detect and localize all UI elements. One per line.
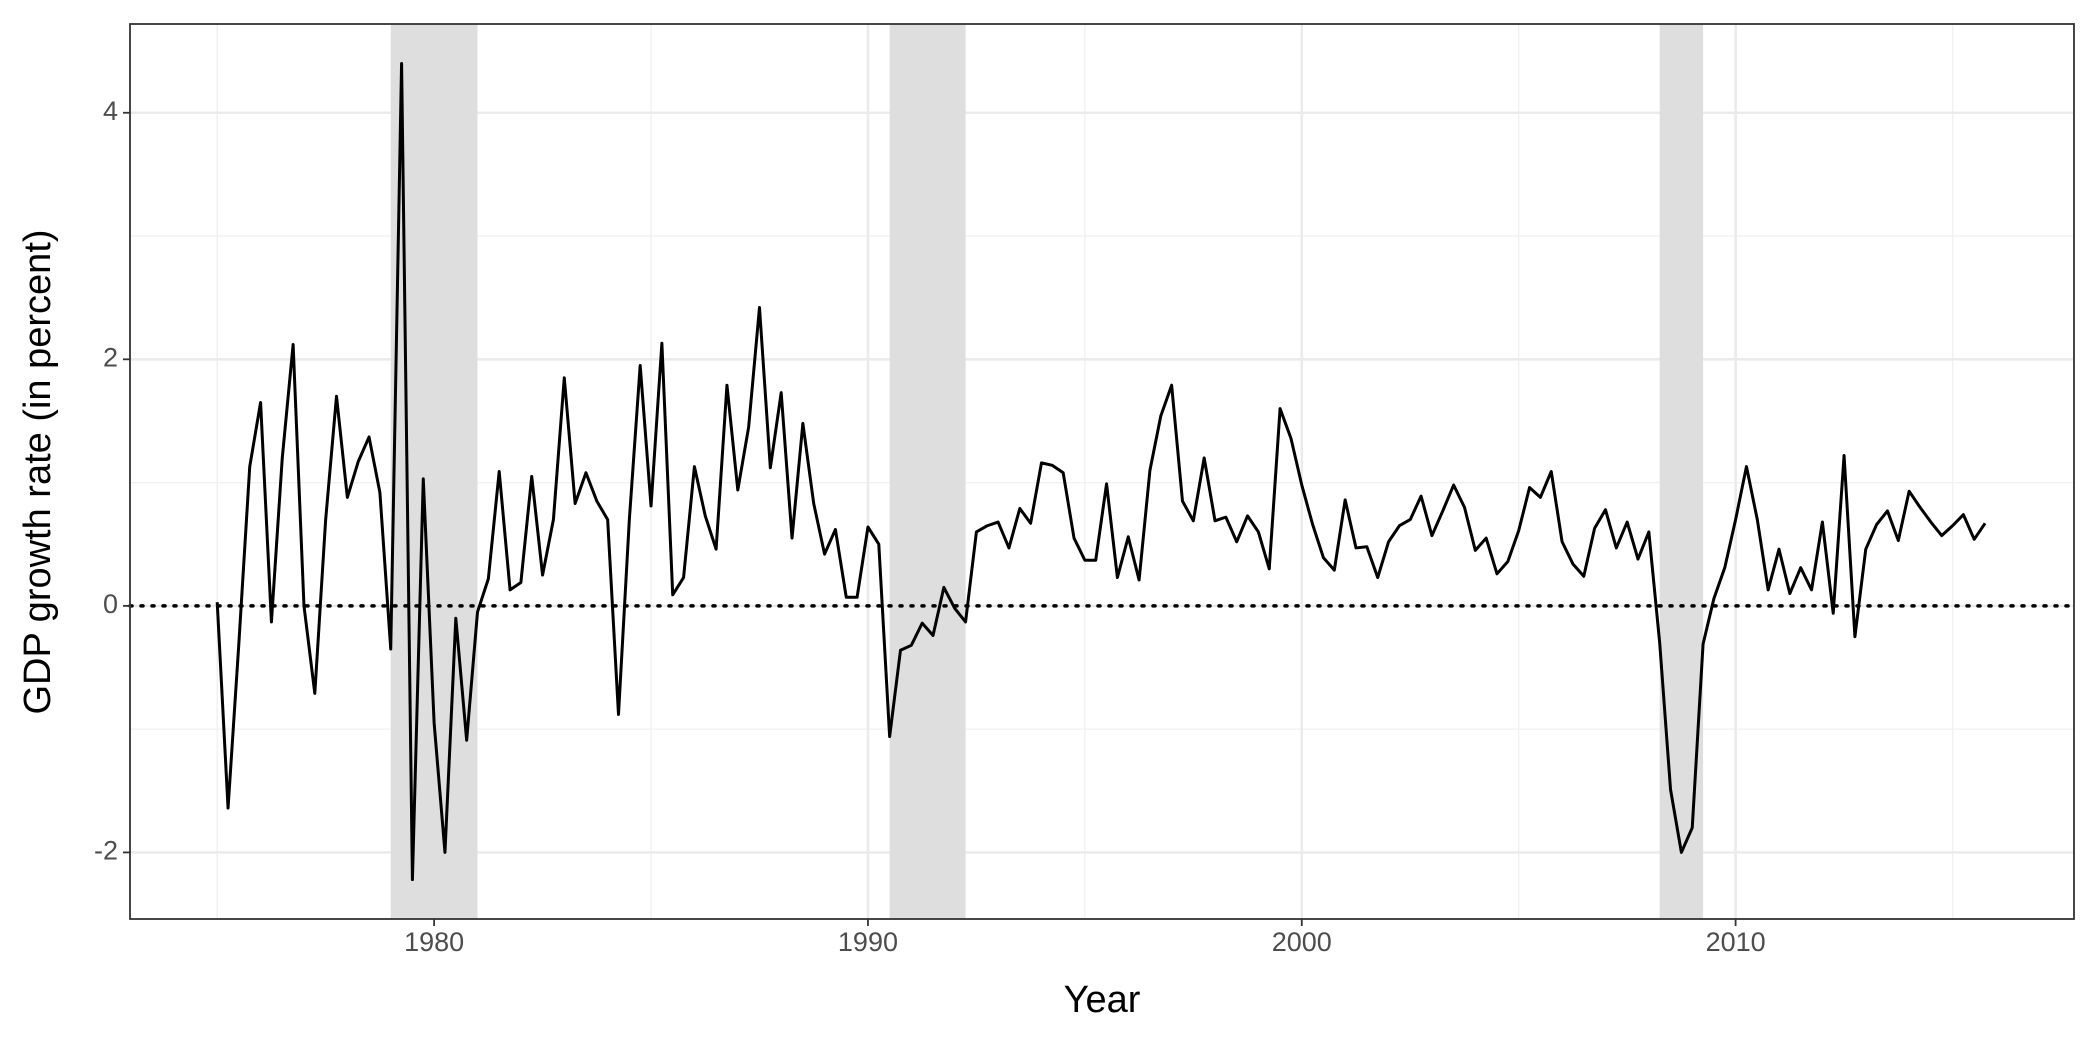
y-tick-label: -2 [94,836,118,866]
plot-area: 1980 1990 2000 2010 -2 0 2 4 [94,23,2076,957]
y-tick-label: 0 [103,589,118,619]
x-tick-label: 2010 [1706,927,1766,957]
x-axis-title: Year [1064,979,1141,1021]
recession-band [889,24,966,919]
recession-band [390,24,478,919]
panel-border [129,23,2075,920]
x-tick-label: 2000 [1272,927,1332,957]
y-tick-label: 2 [103,342,118,372]
recession-band [1659,24,1704,919]
y-axis-title: GDP growth rate (in percent) [17,229,59,714]
y-tick-label: 4 [103,96,118,126]
data-line [215,61,1987,882]
x-tick-label: 1980 [404,927,464,957]
x-tick-label: 1990 [838,927,898,957]
